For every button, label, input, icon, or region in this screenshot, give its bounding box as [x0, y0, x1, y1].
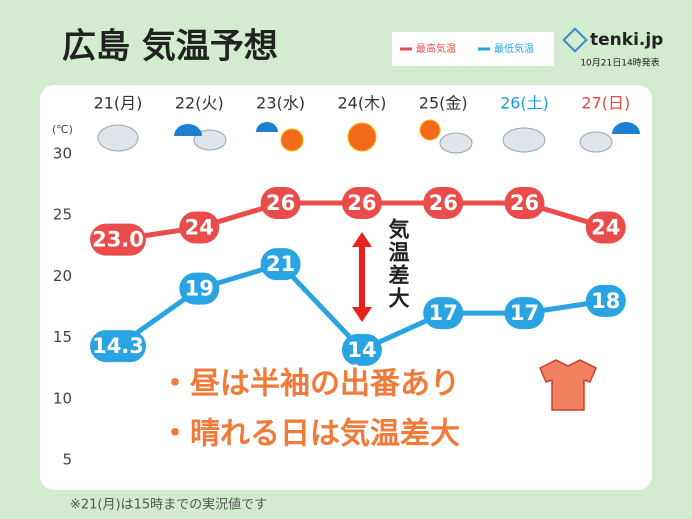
point-marker	[585, 211, 626, 244]
point-marker	[423, 297, 464, 330]
range-arrow	[352, 232, 372, 322]
point-marker	[585, 284, 626, 317]
y-tick-label: 15	[53, 328, 72, 346]
data-label: 26	[347, 191, 376, 215]
x-tick-label: 22(火)	[175, 94, 224, 113]
point-marker	[504, 186, 545, 219]
data-label: 23.0	[92, 228, 144, 252]
data-label: 19	[185, 277, 214, 301]
weather-icons	[97, 119, 640, 154]
footnote: ※21(月)は15時までの実況値です	[70, 497, 267, 513]
data-label: 24	[185, 215, 214, 239]
x-tick-label: 26(土)	[500, 94, 549, 113]
data-label: 17	[429, 301, 458, 325]
legend-box	[392, 32, 554, 66]
x-tick-label: 21(月)	[94, 94, 143, 113]
source: tenki.jp	[590, 30, 663, 50]
y-tick-label: 25	[53, 206, 72, 224]
legend-label: 最低気温	[494, 42, 534, 55]
x-tick-label: 27(日)	[581, 94, 630, 113]
y-tick-label: 30	[53, 145, 72, 163]
annotation: 気温差大	[386, 218, 410, 310]
y-axis-label: (℃)	[52, 123, 73, 136]
data-label: 18	[591, 289, 620, 313]
point-marker	[260, 248, 301, 281]
point-marker	[341, 333, 382, 366]
y-tick-label: 5	[62, 451, 72, 469]
data-label: 14.3	[92, 334, 144, 358]
x-tick-label: 24(木)	[337, 94, 386, 113]
data-label: 26	[510, 191, 539, 215]
data-label: 26	[429, 191, 458, 215]
data-label: 24	[591, 215, 620, 239]
chart-title: 広島 気温予想	[62, 27, 278, 67]
data-label: 21	[266, 252, 295, 276]
shirt-icon	[539, 359, 597, 411]
highlight-text: ・晴れる日は気温差大	[160, 417, 460, 452]
x-tick-label: 23(水)	[256, 94, 305, 113]
data-label: 14	[347, 338, 376, 362]
legend-label: 最高気温	[416, 42, 456, 55]
point-marker	[179, 211, 220, 244]
point-marker	[90, 330, 146, 363]
point-marker	[90, 223, 146, 256]
data-label: 26	[266, 191, 295, 215]
point-marker	[341, 186, 382, 219]
point-marker	[423, 186, 464, 219]
point-marker	[179, 272, 220, 305]
issued: 10月21日14時発表	[580, 57, 659, 69]
data-label: 17	[510, 301, 539, 325]
plot-panel	[40, 85, 652, 490]
logo	[562, 27, 588, 53]
y-tick-label: 20	[53, 267, 72, 285]
point-marker	[504, 297, 545, 330]
highlight-text: ・昼は半袖の出番あり	[160, 367, 460, 402]
point-marker	[260, 186, 301, 219]
x-tick-label: 25(金)	[419, 94, 468, 113]
y-tick-label: 10	[53, 389, 72, 407]
